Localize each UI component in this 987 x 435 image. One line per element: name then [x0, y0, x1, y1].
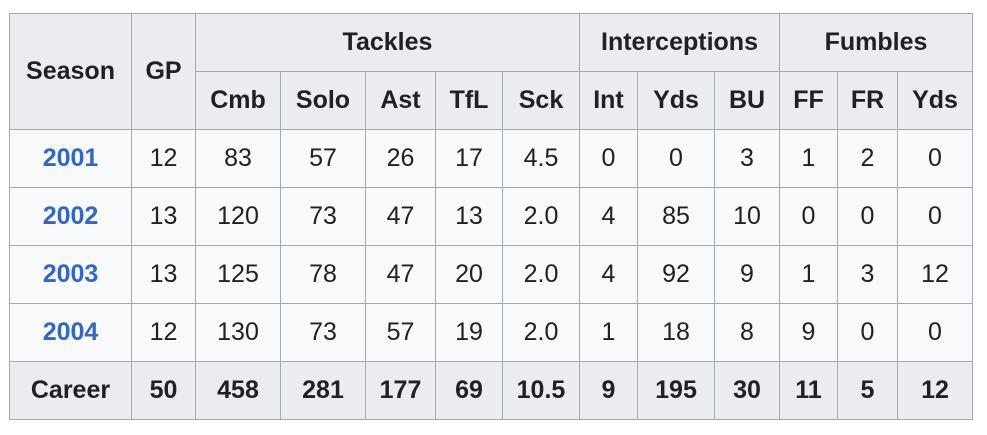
gp-total: 50	[131, 361, 196, 420]
fum-yds-cell: 0	[897, 187, 973, 246]
tackles-group-header: Tackles	[195, 13, 580, 72]
fum-yds-cell: 0	[897, 303, 973, 362]
table-row: 2001 12 83 57 26 17 4.5 0 0 3 1 2 0	[9, 129, 973, 188]
tfl-total: 69	[435, 361, 503, 420]
ff-total: 11	[779, 361, 838, 420]
season-cell: 2002	[9, 187, 132, 246]
ast-cell: 26	[365, 129, 436, 188]
gp-cell: 13	[131, 245, 196, 304]
season-link[interactable]: 2002	[42, 202, 99, 230]
season-cell: 2003	[9, 245, 132, 304]
int-header: Int	[579, 71, 638, 130]
int-yds-header: Yds	[637, 71, 715, 130]
bu-cell: 8	[714, 303, 780, 362]
gp-cell: 12	[131, 303, 196, 362]
cmb-cell: 125	[195, 245, 281, 304]
solo-total: 281	[280, 361, 366, 420]
sck-cell: 2.0	[502, 303, 580, 362]
bu-cell: 10	[714, 187, 780, 246]
fr-total: 5	[837, 361, 898, 420]
gp-cell: 12	[131, 129, 196, 188]
table-row: 2003 13 125 78 47 20 2.0 4 92 9 1 3 12	[9, 245, 973, 304]
sck-cell: 4.5	[502, 129, 580, 188]
sck-cell: 2.0	[502, 245, 580, 304]
fumbles-group-header: Fumbles	[779, 13, 973, 72]
fr-cell: 2	[837, 129, 898, 188]
ast-cell: 47	[365, 245, 436, 304]
gp-cell: 13	[131, 187, 196, 246]
table-row: 2004 12 130 73 57 19 2.0 1 18 8 9 0 0	[9, 303, 973, 362]
int-yds-cell: 0	[637, 129, 715, 188]
int-yds-total: 195	[637, 361, 715, 420]
solo-header: Solo	[280, 71, 366, 130]
tfl-cell: 20	[435, 245, 503, 304]
season-cell: 2004	[9, 303, 132, 362]
season-link[interactable]: 2004	[42, 318, 99, 346]
fr-header: FR	[837, 71, 898, 130]
ast-cell: 47	[365, 187, 436, 246]
fr-cell: 3	[837, 245, 898, 304]
ff-cell: 0	[779, 187, 838, 246]
ff-header: FF	[779, 71, 838, 130]
ast-total: 177	[365, 361, 436, 420]
season-cell: 2001	[9, 129, 132, 188]
int-cell: 1	[579, 303, 638, 362]
bu-cell: 9	[714, 245, 780, 304]
career-row: Career 50 458 281 177 69 10.5 9 195 30 1…	[9, 361, 973, 420]
int-total: 9	[579, 361, 638, 420]
career-label: Career	[9, 361, 132, 420]
tfl-cell: 13	[435, 187, 503, 246]
sck-header: Sck	[502, 71, 580, 130]
ff-cell: 9	[779, 303, 838, 362]
cmb-header: Cmb	[195, 71, 281, 130]
header-row-columns: Cmb Solo Ast TfL Sck Int Yds BU FF FR Yd…	[10, 71, 973, 130]
interceptions-group-header: Interceptions	[579, 13, 780, 72]
tfl-cell: 17	[435, 129, 503, 188]
ff-cell: 1	[779, 245, 838, 304]
int-cell: 0	[579, 129, 638, 188]
cmb-total: 458	[195, 361, 281, 420]
table-row: 2002 13 120 73 47 13 2.0 4 85 10 0 0 0	[9, 187, 973, 246]
fum-yds-total: 12	[897, 361, 973, 420]
bu-header: BU	[714, 71, 780, 130]
cmb-cell: 120	[195, 187, 281, 246]
bu-cell: 3	[714, 129, 780, 188]
bu-total: 30	[714, 361, 780, 420]
int-yds-cell: 85	[637, 187, 715, 246]
season-link[interactable]: 2001	[42, 144, 99, 172]
fr-cell: 0	[837, 303, 898, 362]
ast-header: Ast	[365, 71, 436, 130]
header-row-groups: Season GP Tackles Interceptions Fumbles	[9, 13, 973, 130]
int-yds-cell: 18	[637, 303, 715, 362]
solo-cell: 73	[280, 187, 366, 246]
ff-cell: 1	[779, 129, 838, 188]
gp-header: GP	[131, 13, 196, 130]
tfl-header: TfL	[435, 71, 503, 130]
int-cell: 4	[579, 245, 638, 304]
solo-cell: 57	[280, 129, 366, 188]
solo-cell: 73	[280, 303, 366, 362]
fum-yds-cell: 12	[897, 245, 973, 304]
stats-table: Season GP Tackles Interceptions Fumbles …	[9, 13, 973, 420]
int-cell: 4	[579, 187, 638, 246]
sck-total: 10.5	[502, 361, 580, 420]
fum-yds-header: Yds	[897, 71, 973, 130]
tfl-cell: 19	[435, 303, 503, 362]
cmb-cell: 83	[195, 129, 281, 188]
season-header: Season	[9, 13, 132, 130]
ast-cell: 57	[365, 303, 436, 362]
int-yds-cell: 92	[637, 245, 715, 304]
sck-cell: 2.0	[502, 187, 580, 246]
solo-cell: 78	[280, 245, 366, 304]
season-link[interactable]: 2003	[42, 260, 99, 288]
fr-cell: 0	[837, 187, 898, 246]
cmb-cell: 130	[195, 303, 281, 362]
fum-yds-cell: 0	[897, 129, 973, 188]
